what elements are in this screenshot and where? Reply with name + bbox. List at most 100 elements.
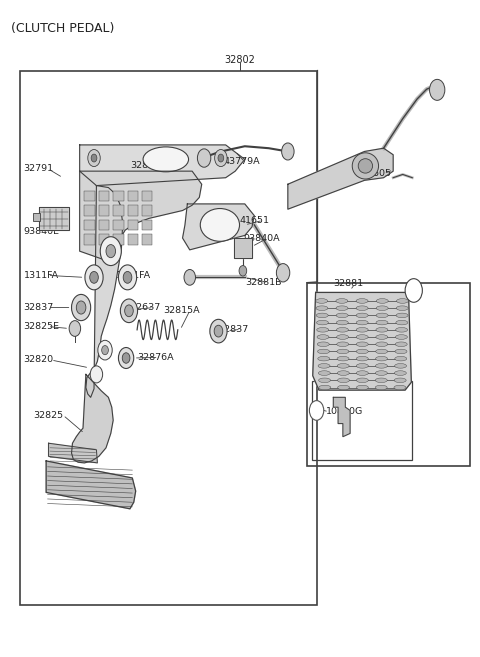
Ellipse shape — [356, 356, 368, 361]
Ellipse shape — [356, 334, 368, 339]
Text: 32876A: 32876A — [137, 353, 174, 362]
Bar — [99, 205, 109, 215]
Ellipse shape — [336, 321, 348, 325]
Ellipse shape — [319, 378, 331, 382]
Bar — [99, 191, 109, 201]
Bar — [128, 219, 138, 230]
Bar — [128, 234, 138, 244]
Bar — [99, 234, 109, 244]
Text: 32820: 32820 — [24, 355, 54, 365]
Ellipse shape — [395, 363, 407, 368]
Ellipse shape — [395, 349, 407, 353]
Ellipse shape — [337, 356, 349, 361]
Ellipse shape — [336, 299, 348, 304]
Text: 32815A: 32815A — [163, 306, 200, 315]
Ellipse shape — [395, 356, 407, 361]
Ellipse shape — [316, 321, 328, 325]
Ellipse shape — [143, 147, 189, 172]
Circle shape — [90, 271, 98, 283]
Circle shape — [120, 299, 138, 323]
Polygon shape — [48, 443, 97, 463]
Ellipse shape — [356, 306, 368, 311]
Ellipse shape — [318, 356, 330, 361]
Ellipse shape — [357, 385, 368, 390]
Ellipse shape — [394, 385, 406, 390]
Ellipse shape — [376, 334, 388, 339]
Ellipse shape — [356, 342, 368, 346]
Ellipse shape — [319, 385, 331, 390]
Bar — [142, 234, 153, 244]
Polygon shape — [234, 238, 252, 258]
Polygon shape — [182, 204, 254, 250]
Ellipse shape — [375, 378, 387, 382]
Text: 93840E: 93840E — [24, 227, 60, 236]
Ellipse shape — [376, 306, 388, 311]
Ellipse shape — [316, 299, 328, 304]
Circle shape — [405, 279, 422, 302]
Bar — [84, 219, 95, 230]
Text: 1311FA: 1311FA — [116, 271, 151, 280]
Ellipse shape — [317, 342, 329, 346]
Ellipse shape — [337, 378, 349, 382]
Circle shape — [123, 271, 132, 283]
Text: 32791: 32791 — [24, 164, 54, 173]
Circle shape — [91, 154, 97, 162]
Text: 32637: 32637 — [130, 303, 160, 312]
Text: 41605: 41605 — [361, 170, 392, 178]
Polygon shape — [39, 207, 69, 230]
Ellipse shape — [318, 349, 329, 353]
Polygon shape — [333, 397, 350, 437]
Text: (CLUTCH PEDAL): (CLUTCH PEDAL) — [11, 22, 115, 35]
Ellipse shape — [394, 378, 406, 382]
Circle shape — [184, 269, 195, 285]
Ellipse shape — [316, 313, 328, 318]
Ellipse shape — [375, 356, 387, 361]
Polygon shape — [72, 374, 113, 463]
Circle shape — [214, 325, 223, 337]
Ellipse shape — [396, 334, 408, 339]
Text: 32881B: 32881B — [245, 278, 281, 287]
Text: 32881: 32881 — [333, 279, 363, 288]
Ellipse shape — [356, 349, 368, 353]
Circle shape — [106, 244, 116, 258]
Circle shape — [122, 353, 130, 363]
Bar — [113, 191, 124, 201]
Circle shape — [76, 301, 86, 314]
Text: 32837: 32837 — [24, 303, 54, 312]
Bar — [128, 205, 138, 215]
Bar — [84, 191, 95, 201]
Text: 93840A: 93840A — [244, 233, 280, 242]
Circle shape — [276, 263, 290, 282]
Ellipse shape — [318, 363, 330, 368]
Ellipse shape — [358, 159, 372, 173]
Text: 1311FA: 1311FA — [24, 271, 59, 280]
Ellipse shape — [337, 385, 349, 390]
Text: 10410G: 10410G — [326, 407, 363, 416]
Text: 32825: 32825 — [33, 411, 63, 420]
Circle shape — [210, 319, 227, 343]
Circle shape — [119, 265, 137, 290]
Circle shape — [69, 321, 81, 336]
Text: 32825E: 32825E — [24, 322, 60, 331]
Ellipse shape — [396, 313, 408, 318]
Text: 32802: 32802 — [225, 55, 255, 64]
Circle shape — [239, 265, 247, 276]
Polygon shape — [46, 461, 136, 509]
Bar — [33, 213, 40, 221]
Ellipse shape — [396, 321, 408, 325]
Text: B: B — [314, 406, 320, 415]
Polygon shape — [86, 185, 123, 397]
Circle shape — [98, 340, 112, 360]
Polygon shape — [288, 148, 393, 209]
Ellipse shape — [356, 321, 368, 325]
Ellipse shape — [395, 342, 407, 346]
Ellipse shape — [376, 349, 388, 353]
Text: 32850C: 32850C — [130, 162, 167, 170]
Ellipse shape — [356, 371, 368, 375]
Circle shape — [282, 143, 294, 160]
Bar — [113, 219, 124, 230]
Bar — [142, 219, 153, 230]
Circle shape — [430, 79, 445, 101]
Text: 41651: 41651 — [240, 215, 270, 225]
Ellipse shape — [317, 334, 329, 339]
